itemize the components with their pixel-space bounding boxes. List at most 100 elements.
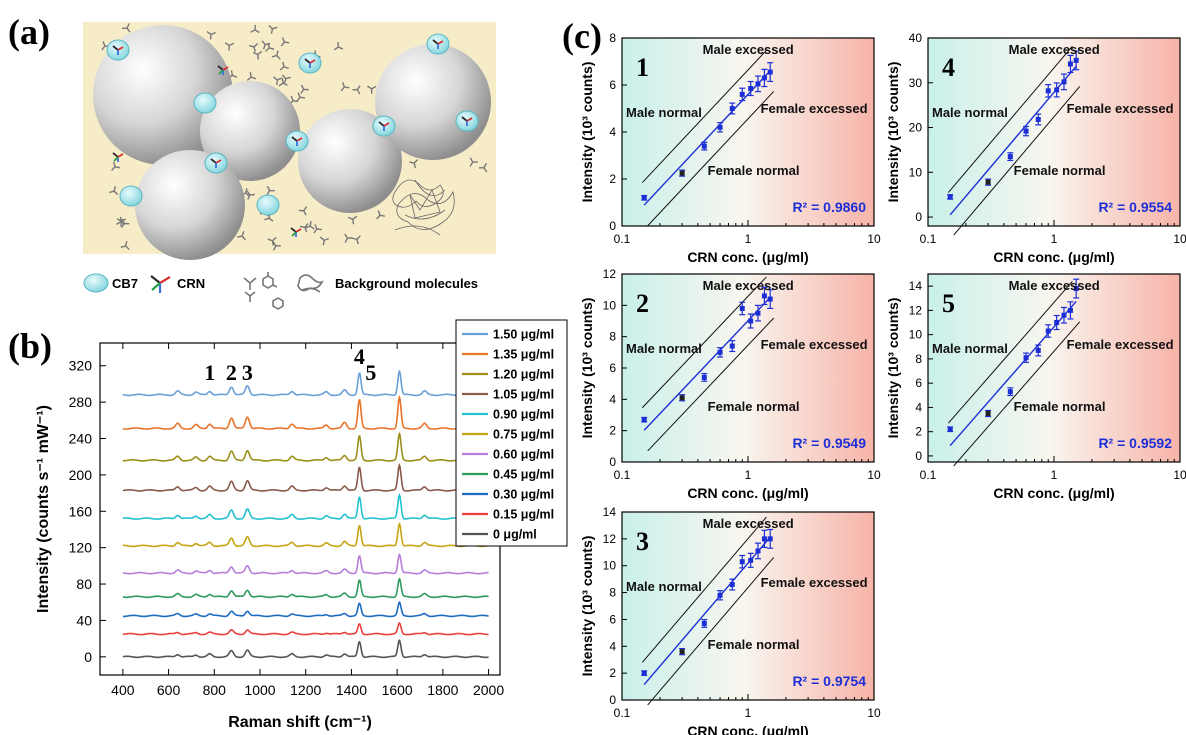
calib-point bbox=[679, 170, 685, 176]
calib-ytick-label: 6 bbox=[609, 612, 616, 626]
free-crn bbox=[217, 65, 229, 75]
nanoparticle bbox=[298, 109, 402, 213]
calib-ann-male-normal: Male normal bbox=[932, 341, 1008, 356]
raman-spectrum-line bbox=[122, 493, 489, 520]
calib-upper-bound bbox=[641, 49, 767, 183]
background-molecule bbox=[246, 72, 257, 81]
raman-spectrum-line bbox=[122, 395, 489, 430]
raman-ytick-label: 240 bbox=[69, 431, 93, 447]
calib-ytick-label: 12 bbox=[909, 303, 923, 317]
background-molecule bbox=[298, 206, 308, 216]
calib-ann-female-excessed: Female excessed bbox=[761, 575, 868, 590]
calib-point bbox=[748, 86, 754, 92]
protein-molecule bbox=[392, 179, 455, 236]
calib-upper-bound bbox=[641, 516, 767, 663]
calib-xtick-label: 1 bbox=[745, 468, 752, 482]
calib-ytick-label: 20 bbox=[909, 121, 923, 135]
background-molecule bbox=[280, 37, 290, 47]
background-molecule bbox=[278, 78, 288, 87]
calib-ytick-label: 14 bbox=[909, 279, 923, 293]
calibration-subplot: 0.1 1 10 0 2 4 6 8 10 12 14 Male excessed Male norma… bbox=[885, 273, 1186, 501]
calib-ann-female-normal: Female normal bbox=[1014, 163, 1106, 178]
calib-xtick-label: 0.1 bbox=[920, 232, 937, 246]
background-molecule bbox=[224, 42, 235, 51]
raman-ytick-label: 0 bbox=[84, 649, 92, 665]
background-molecule bbox=[261, 40, 271, 50]
background-molecule bbox=[267, 236, 277, 246]
raman-peak-label: 4 bbox=[354, 344, 365, 369]
calib-point bbox=[761, 293, 767, 299]
calib-ann-male-excessed: Male excessed bbox=[1009, 42, 1100, 57]
cb7-hosts bbox=[106, 33, 479, 237]
raman-spectrum-line bbox=[122, 552, 489, 575]
raman-peak-label: 1 bbox=[204, 360, 215, 385]
calib-ann-male-normal: Male normal bbox=[626, 105, 702, 120]
calibration-subplot: 0.1 1 10 0 10 20 30 40 Male excessed Male normal F… bbox=[885, 31, 1186, 265]
calib-point bbox=[679, 395, 685, 401]
calib-ann-female-normal: Female normal bbox=[1014, 399, 1106, 414]
background-molecule bbox=[352, 85, 361, 95]
calib-point bbox=[729, 343, 735, 349]
background-molecules bbox=[101, 23, 488, 251]
calib-fit-line bbox=[949, 300, 1077, 447]
calib-ytick-label: 4 bbox=[609, 125, 616, 139]
background-molecule bbox=[271, 50, 281, 60]
calib-plot-number: 5 bbox=[942, 289, 955, 318]
calib-point bbox=[1007, 154, 1013, 160]
calib-plot-number: 1 bbox=[636, 53, 649, 82]
calib-ann-male-excessed: Male excessed bbox=[703, 42, 794, 57]
calib-ytick-label: 12 bbox=[603, 532, 617, 546]
background-molecule bbox=[344, 233, 353, 243]
calib-ytick-label: 0 bbox=[609, 693, 616, 707]
background-molecule bbox=[319, 236, 330, 246]
background-molecule bbox=[206, 30, 216, 40]
background-molecule bbox=[333, 41, 344, 51]
raman-xtick-label: 1800 bbox=[427, 682, 458, 698]
calib-ann-female-normal: Female normal bbox=[708, 163, 800, 178]
calib-xlabel: CRN conc. (μg/ml) bbox=[993, 485, 1114, 501]
panel-label-b: (b) bbox=[8, 326, 52, 366]
raman-xtick-label: 1200 bbox=[290, 682, 321, 698]
calib-point bbox=[717, 349, 723, 355]
calib-point bbox=[701, 620, 707, 626]
calib-ann-male-excessed: Male excessed bbox=[703, 516, 794, 531]
calib-ann-male-normal: Male normal bbox=[626, 579, 702, 594]
calib-ytick-label: 0 bbox=[915, 449, 922, 463]
calib-plot-number: 4 bbox=[942, 53, 955, 82]
cb7-host bbox=[372, 115, 396, 137]
raman-xtick-label: 2000 bbox=[473, 682, 504, 698]
background-molecule bbox=[272, 241, 281, 251]
raman-legend-label: 0.90 μg/ml bbox=[493, 408, 554, 422]
crn-icon bbox=[150, 275, 171, 293]
background-molecule bbox=[300, 84, 309, 94]
calibration-frame bbox=[927, 37, 1181, 227]
legend-crn: CRN bbox=[177, 276, 205, 291]
calib-ytick-label: 8 bbox=[609, 31, 616, 45]
calib-xlabel: CRN conc. (μg/ml) bbox=[993, 249, 1114, 265]
calib-ylabel: Intensity (10³ counts) bbox=[579, 62, 595, 203]
calib-point bbox=[679, 649, 685, 655]
calib-lower-bound bbox=[647, 557, 775, 706]
calib-lower-bound bbox=[953, 86, 1081, 236]
raman-xtick-label: 1000 bbox=[244, 682, 275, 698]
calib-point bbox=[1007, 389, 1013, 395]
calib-xtick-label: 1 bbox=[1051, 468, 1058, 482]
nanoparticle bbox=[200, 81, 300, 181]
calib-point bbox=[739, 559, 745, 565]
calib-ann-female-normal: Female normal bbox=[708, 399, 800, 414]
raman-ytick-label: 280 bbox=[69, 394, 93, 410]
calib-point bbox=[739, 91, 745, 97]
background-molecule bbox=[120, 240, 130, 250]
calib-point bbox=[767, 69, 773, 75]
schematic bbox=[83, 22, 496, 260]
nanoparticle bbox=[93, 25, 233, 165]
calib-ann-male-excessed: Male excessed bbox=[703, 278, 794, 293]
raman-chart: 400 600 800 1000 1200 1400 1600 1800 20000408012… bbox=[35, 319, 568, 731]
calib-point bbox=[755, 81, 761, 87]
calib-xtick-label: 0.1 bbox=[614, 468, 631, 482]
background-molecule bbox=[272, 76, 283, 85]
calib-ytick-label: 10 bbox=[909, 328, 923, 342]
calib-xtick-label: 10 bbox=[1173, 468, 1186, 482]
calib-xlabel: CRN conc. (μg/ml) bbox=[687, 485, 808, 501]
